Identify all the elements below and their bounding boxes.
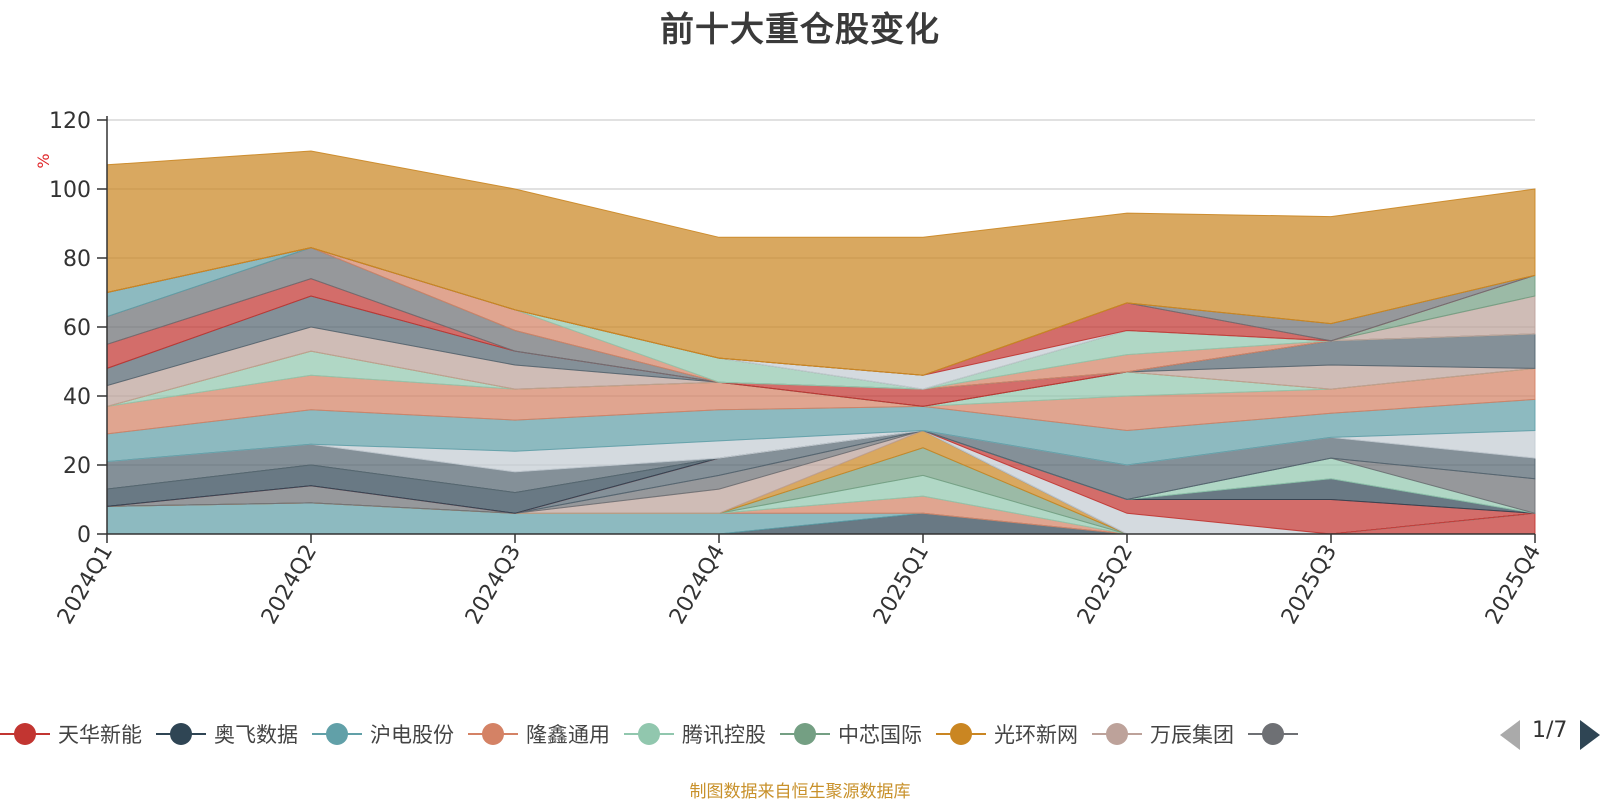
- legend-label: 天华新能: [58, 723, 142, 747]
- page-title: 前十大重仓股变化: [660, 10, 940, 50]
- legend-marker-icon: [468, 722, 518, 746]
- legend-item[interactable]: 光环新网: [936, 712, 1078, 756]
- legend-marker-icon: [156, 722, 206, 746]
- y-tick-label: 0: [77, 523, 91, 548]
- y-tick-label: 20: [63, 454, 91, 479]
- x-tick-label: 2025Q3: [1277, 541, 1342, 629]
- legend-label: 沪电股份: [370, 723, 454, 747]
- x-tick-label: 2025Q2: [1073, 541, 1138, 629]
- y-tick-label: 120: [49, 109, 91, 134]
- y-axis-label: %: [34, 153, 53, 168]
- x-tick-label: 2024Q2: [257, 541, 322, 629]
- x-tick-label: 2024Q4: [665, 541, 730, 629]
- legend-label: 光环新网: [994, 723, 1078, 747]
- area-series: [106, 150, 1536, 535]
- x-tick-label: 2025Q4: [1481, 541, 1546, 629]
- y-tick-label: 80: [63, 247, 91, 272]
- x-tick-label: 2025Q1: [869, 541, 934, 629]
- legend-item[interactable]: 隆鑫通用: [468, 712, 610, 756]
- y-tick-label: 60: [63, 316, 91, 341]
- legend-next-arrow-icon[interactable]: [1580, 720, 1600, 750]
- legend-marker-icon: [624, 722, 674, 746]
- legend-page-indicator: 1/7: [1532, 718, 1568, 743]
- legend-marker-icon: [1092, 722, 1142, 746]
- legend-marker-icon: [780, 722, 830, 746]
- legend-item[interactable]: 沪电股份: [312, 712, 454, 756]
- legend-label: 腾讯控股: [682, 723, 766, 747]
- legend-label: 中芯国际: [838, 723, 922, 747]
- legend-label: 隆鑫通用: [526, 723, 610, 747]
- legend-prev-arrow-icon[interactable]: [1500, 720, 1520, 750]
- x-tick-label: 2024Q3: [461, 541, 526, 629]
- data-source-note: 制图数据来自恒生聚源数据库: [689, 782, 911, 802]
- series-area: [106, 150, 1536, 376]
- y-tick-label: 40: [63, 385, 91, 410]
- legend-item[interactable]: 天华新能: [0, 712, 142, 756]
- legend-marker-icon: [936, 722, 986, 746]
- legend: 天华新能 奥飞数据 沪电股份 隆鑫通用 腾讯控股 中芯国际 光环新网 万辰集团: [0, 712, 1488, 756]
- legend-marker-icon: [0, 722, 50, 746]
- x-tick-label: 2024Q1: [53, 541, 118, 629]
- legend-item[interactable]: 中芯国际: [780, 712, 922, 756]
- legend-item[interactable]: 奥飞数据: [156, 712, 298, 756]
- legend-label: 万辰集团: [1150, 723, 1234, 747]
- y-tick-label: 100: [49, 178, 91, 203]
- legend-label: 奥飞数据: [214, 723, 298, 747]
- legend-marker-icon: [312, 722, 362, 746]
- legend-item[interactable]: 万辰集团: [1092, 712, 1234, 756]
- legend-pager: 1/7: [1500, 716, 1600, 752]
- legend-marker-icon: [1248, 722, 1298, 746]
- legend-item-clipped[interactable]: [1248, 712, 1306, 756]
- legend-item[interactable]: 腾讯控股: [624, 712, 766, 756]
